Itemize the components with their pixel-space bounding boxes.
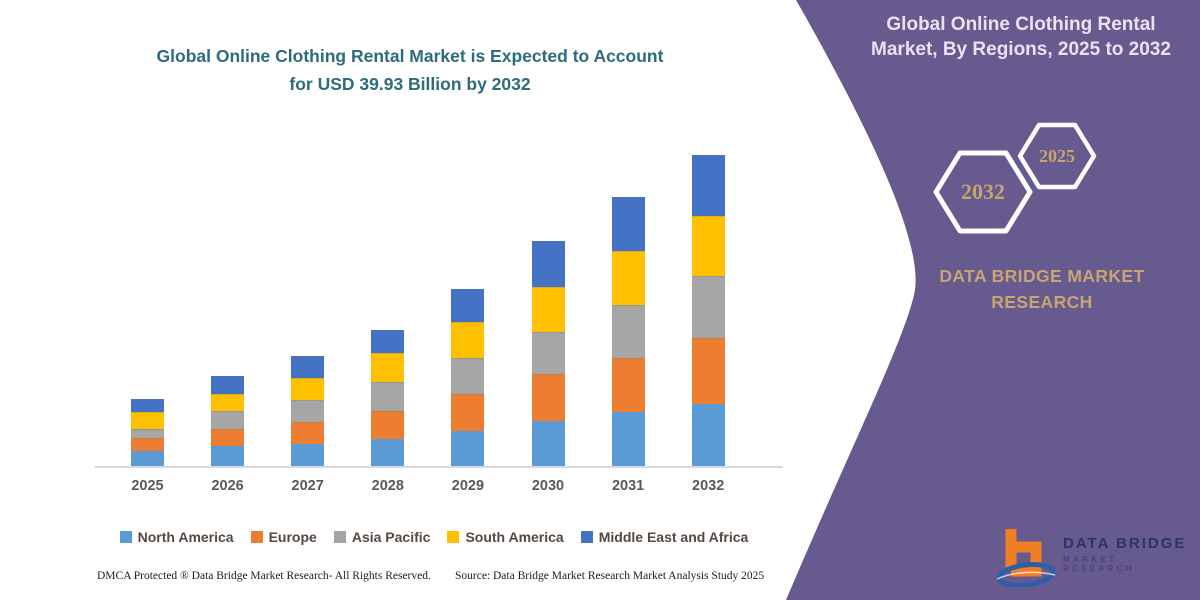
bar-segment-europe-2026 [211, 429, 245, 447]
legend-item-europe: Europe [250, 529, 317, 545]
chart-legend: North America Europe Asia Pacific South Ame… [88, 529, 780, 545]
x-axis-label-2028: 2028 [371, 478, 404, 494]
logo-text-line1: DATA BRIDGE [1063, 535, 1187, 552]
bar-segment-middle-east-and-africa-2028 [371, 329, 405, 353]
x-axis-label-2032: 2032 [692, 478, 725, 494]
bar-segment-middle-east-and-africa-2027 [291, 356, 325, 378]
hexagon-2032: 2032 [933, 149, 1033, 235]
bar-segment-south-america-2026 [211, 394, 245, 412]
legend-item-asia-pacific: Asia Pacific [333, 529, 431, 545]
side-panel-title-line2: Market, By Regions, 2025 to 2032 [871, 39, 1171, 60]
bar-segment-south-america-2032 [691, 216, 725, 276]
bar-2029 [451, 288, 485, 466]
bar-2026 [211, 376, 245, 466]
logo-text-line2: MARKET RESEARCH [1063, 555, 1136, 573]
x-axis-line [95, 466, 783, 468]
bar-segment-asia-pacific-2030 [531, 331, 565, 374]
legend-label: Asia Pacific [351, 529, 431, 545]
chart-title-line1: Global Online Clothing Rental Market is … [156, 46, 664, 66]
legend-label: South America [465, 529, 564, 545]
side-panel-title: Global Online Clothing Rental Market, By… [862, 12, 1180, 62]
bar-segment-middle-east-and-africa-2032 [691, 154, 725, 217]
bar-2032 [691, 154, 725, 466]
bar-2027 [291, 356, 325, 466]
bar-segment-asia-pacific-2026 [211, 411, 245, 430]
bar-segment-europe-2029 [451, 394, 485, 431]
brand-line1: DATA BRIDGE MARKET [939, 266, 1145, 286]
bar-segment-middle-east-and-africa-2026 [211, 376, 245, 395]
hexagon-2025: 2025 [1017, 121, 1097, 191]
legend-label: Middle East and Africa [598, 529, 749, 545]
side-panel-title-line1: Global Online Clothing Rental [886, 14, 1156, 35]
bar-segment-south-america-2029 [451, 321, 485, 359]
stacked-bar-chart: 2025 2026 2027 2028 2029 2030 2031 2032 [95, 154, 783, 494]
legend-item-north-america: North America [119, 529, 234, 545]
brand-line2: RESEARCH [991, 292, 1093, 312]
x-axis-label-2029: 2029 [451, 478, 485, 494]
logo-text: DATA BRIDGE MARKET RESEARCH [1063, 535, 1190, 573]
hexagon-2032-label: 2032 [961, 179, 1005, 204]
bar-segment-europe-2028 [371, 411, 405, 439]
bar-segment-middle-east-and-africa-2025 [131, 398, 164, 413]
bar-segment-europe-2027 [291, 421, 325, 445]
legend-swatch-icon [119, 531, 132, 543]
bar-segment-asia-pacific-2025 [131, 428, 164, 438]
bar-segment-south-america-2030 [531, 286, 565, 332]
x-axis-label-2031: 2031 [611, 478, 645, 494]
bar-segment-south-america-2031 [611, 250, 645, 305]
bar-segment-south-america-2025 [131, 412, 164, 429]
bar-2025 [131, 398, 164, 466]
x-axis-label-2030: 2030 [531, 478, 565, 494]
bar-segment-north-america-2025 [131, 451, 164, 466]
x-axis-label-2027: 2027 [291, 478, 324, 494]
legend-swatch-icon [580, 531, 593, 543]
bar-segment-north-america-2026 [211, 446, 245, 466]
bar-segment-middle-east-and-africa-2029 [451, 288, 485, 322]
x-axis-label-2026: 2026 [211, 478, 244, 494]
bar-segment-north-america-2028 [371, 438, 405, 466]
bar-segment-north-america-2029 [451, 430, 485, 466]
bar-segment-north-america-2031 [611, 412, 645, 466]
x-axis-label-2025: 2025 [131, 478, 164, 494]
legend-label: North America [137, 529, 234, 545]
data-bridge-logo: DATA BRIDGE MARKET RESEARCH [995, 524, 1190, 590]
bar-2031 [611, 196, 645, 466]
bar-segment-asia-pacific-2032 [691, 275, 725, 339]
chart-title-line2: for USD 39.93 Billion by 2032 [289, 74, 531, 94]
legend-item-south-america: South America [447, 529, 564, 545]
bar-segment-south-america-2027 [291, 377, 325, 400]
hexagon-outline-icon [1017, 122, 1097, 190]
hexagon-outline-icon [933, 150, 1033, 234]
bar-segment-north-america-2032 [691, 404, 725, 466]
chart-title: Global Online Clothing Rental Market is … [60, 42, 760, 98]
bar-segment-europe-2030 [531, 373, 565, 421]
bar-2028 [371, 329, 405, 466]
bar-segment-middle-east-and-africa-2030 [531, 241, 565, 287]
bar-segment-asia-pacific-2027 [291, 399, 325, 422]
source-text: Source: Data Bridge Market Research Mark… [455, 570, 765, 582]
legend-label: Europe [268, 529, 317, 545]
bar-segment-europe-2031 [611, 358, 645, 413]
legend-swatch-icon [333, 531, 346, 543]
bar-segment-asia-pacific-2031 [611, 304, 645, 359]
brand-wordmark: DATA BRIDGE MARKET RESEARCH [902, 263, 1182, 315]
bar-segment-middle-east-and-africa-2031 [611, 196, 645, 251]
bar-segment-asia-pacific-2028 [371, 381, 405, 412]
legend-item-middle-east-and-africa: Middle East and Africa [580, 529, 749, 545]
hexagon-2025-label: 2025 [1039, 145, 1075, 166]
dmca-text: DMCA Protected ® Data Bridge Market Rese… [97, 570, 431, 582]
data-bridge-logo-icon [996, 529, 1056, 587]
bar-2030 [531, 241, 565, 466]
bar-segment-north-america-2027 [291, 444, 325, 466]
bar-segment-north-america-2030 [531, 420, 565, 466]
bar-segment-europe-2025 [131, 437, 164, 452]
bar-segment-asia-pacific-2029 [451, 358, 485, 395]
legend-swatch-icon [250, 531, 263, 543]
legend-swatch-icon [447, 531, 460, 543]
bar-segment-south-america-2028 [371, 352, 405, 382]
bar-segment-europe-2032 [691, 338, 725, 405]
